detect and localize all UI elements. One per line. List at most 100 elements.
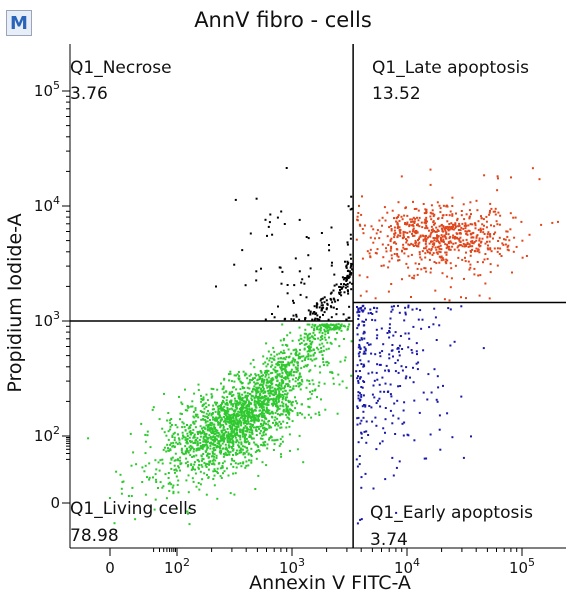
data-point bbox=[430, 240, 433, 243]
data-point bbox=[303, 347, 306, 350]
data-point bbox=[378, 237, 381, 240]
data-point bbox=[397, 259, 399, 262]
data-point bbox=[390, 254, 393, 257]
data-point bbox=[332, 377, 335, 380]
data-point bbox=[272, 449, 275, 451]
data-point bbox=[239, 436, 242, 439]
data-point bbox=[339, 286, 342, 289]
data-point bbox=[454, 235, 456, 238]
data-point bbox=[395, 216, 398, 219]
data-point bbox=[427, 236, 429, 239]
data-point bbox=[186, 450, 189, 453]
data-point bbox=[332, 297, 335, 300]
data-point bbox=[413, 399, 416, 402]
data-point bbox=[389, 225, 392, 227]
data-point bbox=[397, 234, 400, 237]
data-point bbox=[309, 346, 312, 349]
data-point bbox=[433, 307, 436, 310]
data-point bbox=[219, 447, 221, 450]
data-point bbox=[397, 385, 400, 388]
data-point bbox=[213, 446, 216, 449]
data-point bbox=[211, 442, 214, 445]
data-point bbox=[463, 224, 466, 227]
data-point bbox=[397, 201, 400, 204]
data-point bbox=[417, 239, 419, 242]
data-point bbox=[282, 402, 285, 405]
data-point bbox=[358, 343, 361, 346]
data-point bbox=[395, 242, 398, 245]
data-point bbox=[255, 428, 258, 431]
data-point bbox=[192, 415, 195, 418]
data-point bbox=[240, 451, 243, 454]
data-point bbox=[437, 245, 440, 248]
data-point bbox=[454, 264, 457, 267]
data-point bbox=[245, 433, 247, 436]
data-point bbox=[246, 449, 249, 452]
data-point bbox=[187, 491, 190, 494]
data-point bbox=[347, 261, 350, 264]
data-point bbox=[245, 460, 248, 463]
data-point bbox=[267, 420, 270, 423]
data-point bbox=[410, 296, 412, 298]
data-point bbox=[249, 362, 252, 365]
data-point bbox=[279, 426, 282, 429]
data-point bbox=[348, 275, 351, 278]
data-point bbox=[171, 486, 174, 489]
data-point bbox=[308, 382, 311, 385]
data-point bbox=[113, 522, 116, 525]
data-point bbox=[451, 205, 454, 207]
data-point bbox=[430, 229, 433, 232]
m-badge[interactable]: M bbox=[6, 10, 32, 36]
data-point bbox=[195, 439, 197, 441]
data-point bbox=[215, 419, 218, 422]
data-point bbox=[299, 388, 302, 391]
data-point bbox=[210, 393, 213, 396]
data-point bbox=[423, 247, 425, 250]
data-point bbox=[287, 361, 290, 364]
data-point bbox=[425, 210, 428, 213]
data-point bbox=[471, 248, 474, 251]
data-point bbox=[264, 218, 267, 221]
data-point bbox=[458, 244, 461, 247]
data-point bbox=[202, 396, 205, 399]
data-point bbox=[285, 405, 288, 408]
data-point bbox=[273, 391, 276, 394]
data-point bbox=[428, 229, 430, 232]
data-point bbox=[375, 337, 378, 340]
data-point bbox=[264, 416, 267, 419]
data-point bbox=[389, 249, 392, 252]
data-point bbox=[318, 306, 321, 309]
data-point bbox=[87, 437, 90, 440]
data-point bbox=[418, 237, 420, 240]
data-point bbox=[318, 351, 321, 354]
data-point bbox=[285, 413, 288, 416]
data-point bbox=[389, 409, 392, 412]
data-point bbox=[464, 227, 467, 230]
data-point bbox=[422, 391, 425, 394]
data-point bbox=[251, 379, 253, 382]
data-point bbox=[441, 235, 444, 238]
data-point bbox=[318, 414, 321, 416]
data-point bbox=[249, 408, 252, 411]
data-point bbox=[122, 480, 125, 483]
data-point bbox=[412, 277, 415, 280]
data-point bbox=[300, 281, 303, 284]
data-point bbox=[255, 457, 258, 460]
data-point bbox=[442, 230, 445, 233]
data-point bbox=[311, 335, 313, 338]
data-point bbox=[262, 412, 265, 415]
data-point bbox=[248, 431, 251, 434]
data-point bbox=[292, 358, 295, 361]
data-point bbox=[220, 416, 223, 419]
data-point bbox=[148, 476, 151, 479]
data-point bbox=[155, 478, 157, 481]
data-point bbox=[205, 450, 207, 453]
data-point bbox=[497, 211, 500, 214]
data-point bbox=[432, 252, 435, 255]
data-point bbox=[241, 402, 244, 405]
data-point bbox=[278, 363, 280, 366]
data-point bbox=[234, 198, 237, 201]
data-point bbox=[291, 420, 294, 423]
data-point bbox=[388, 357, 391, 360]
data-point bbox=[412, 381, 415, 384]
